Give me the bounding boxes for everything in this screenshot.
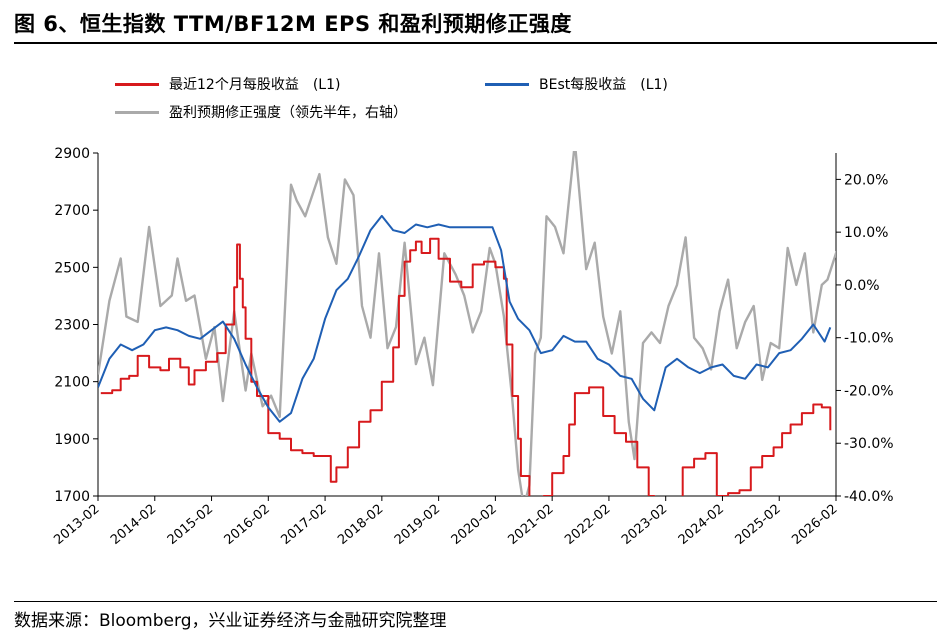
x-tick-label: 2015-02 xyxy=(165,502,216,548)
right-tick-label: -20.0% xyxy=(844,383,894,399)
right-tick-label: -10.0% xyxy=(844,331,894,347)
series-ttm-eps-line xyxy=(100,237,832,496)
left-tick-label: 2700 xyxy=(54,203,90,219)
eps-chart: 1700 1900 2100 2300 2500 2700 2900 -40.0% -30.0%… xyxy=(51,146,894,548)
right-tick-label: 20.0% xyxy=(844,172,888,188)
legend-label-best-eps: BEst每股收益 (L1) xyxy=(539,77,668,93)
x-tick-label: 2023-02 xyxy=(619,502,670,548)
x-tick-label: 2022-02 xyxy=(562,502,613,548)
right-tick-label: -30.0% xyxy=(844,436,894,452)
left-tick-label: 1700 xyxy=(54,489,90,505)
left-tick-label: 2300 xyxy=(54,318,90,334)
legend-item-best-eps: BEst每股收益 (L1) xyxy=(485,74,668,94)
footer-divider xyxy=(14,601,937,602)
x-tick-label: 2024-02 xyxy=(676,502,727,548)
x-tick-label: 2018-02 xyxy=(335,502,386,548)
series-revision-strength-line xyxy=(98,151,836,496)
x-tick-label: 2020-02 xyxy=(449,502,500,548)
x-tick-label: 2019-02 xyxy=(392,502,443,548)
series-best-eps-line xyxy=(98,214,832,423)
title-divider xyxy=(14,42,937,44)
right-tick-label: 0.0% xyxy=(844,278,880,294)
legend-item-revision-strength: 盈利预期修正强度（领先半年，右轴） xyxy=(115,102,407,122)
legend-label-revision-strength: 盈利预期修正强度（领先半年，右轴） xyxy=(169,105,407,121)
figure-title: 图 6、恒生指数 TTM/BF12M EPS 和盈利预期修正强度 xyxy=(14,12,572,36)
x-tick-label: 2016-02 xyxy=(222,502,273,548)
x-tick-label: 2014-02 xyxy=(108,502,159,548)
data-source: 数据来源：Bloomberg，兴业证券经济与金融研究院整理 xyxy=(14,611,447,631)
x-tick-label: 2026-02 xyxy=(789,502,840,548)
legend-item-ttm-eps: 最近12个月每股收益 (L1) xyxy=(115,74,340,94)
left-tick-label: 2900 xyxy=(54,146,90,162)
x-tick-label: 2025-02 xyxy=(733,502,784,548)
right-tick-label: -40.0% xyxy=(844,489,894,505)
legend-label-ttm-eps: 最近12个月每股收益 (L1) xyxy=(169,77,341,93)
x-tick-label: 2021-02 xyxy=(505,502,556,548)
legend-swatch-best-eps xyxy=(485,82,529,86)
legend-swatch-revision-strength xyxy=(115,110,159,114)
left-tick-label: 2500 xyxy=(54,260,90,276)
x-tick-label: 2013-02 xyxy=(51,502,102,548)
legend-swatch-ttm-eps xyxy=(115,82,159,86)
right-tick-label: 10.0% xyxy=(844,225,888,241)
x-tick-label: 2017-02 xyxy=(278,502,329,548)
left-tick-label: 2100 xyxy=(54,375,90,391)
left-tick-label: 1900 xyxy=(54,432,90,448)
